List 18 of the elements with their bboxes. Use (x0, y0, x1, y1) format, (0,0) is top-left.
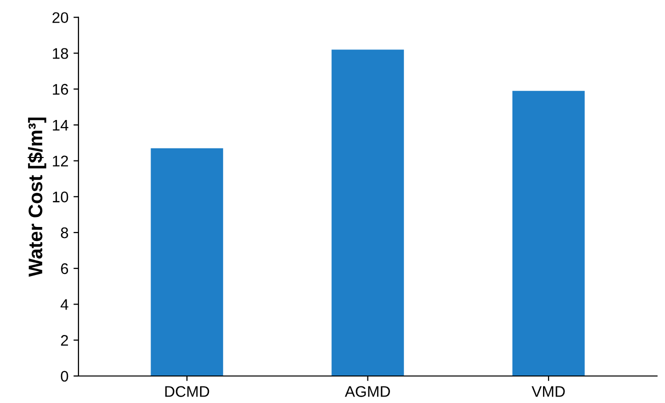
bar (150, 148, 224, 376)
bar (332, 50, 404, 376)
y-tick-label: 4 (60, 299, 68, 310)
y-tick-label: 20 (52, 12, 68, 24)
y-tick-label: 6 (61, 263, 68, 274)
y-axis-title: Water Cost [$/m³] (28, 118, 46, 277)
y-tick-label: 12 (52, 156, 68, 166)
bar (512, 90, 585, 376)
y-tick-label: 16 (52, 84, 68, 95)
y-tick-label: 18 (52, 48, 68, 59)
x-tick-label: DCMD (165, 386, 210, 397)
y-tick-label: 0 (60, 370, 68, 382)
x-tick-label: VMD (532, 386, 565, 397)
y-tick-label: 8 (60, 227, 68, 238)
y-tick-label: 14 (52, 120, 68, 130)
x-tick-label: AGMD (344, 386, 390, 397)
y-tick-label: 2 (61, 335, 68, 346)
y-tick-label: 10 (52, 192, 68, 202)
